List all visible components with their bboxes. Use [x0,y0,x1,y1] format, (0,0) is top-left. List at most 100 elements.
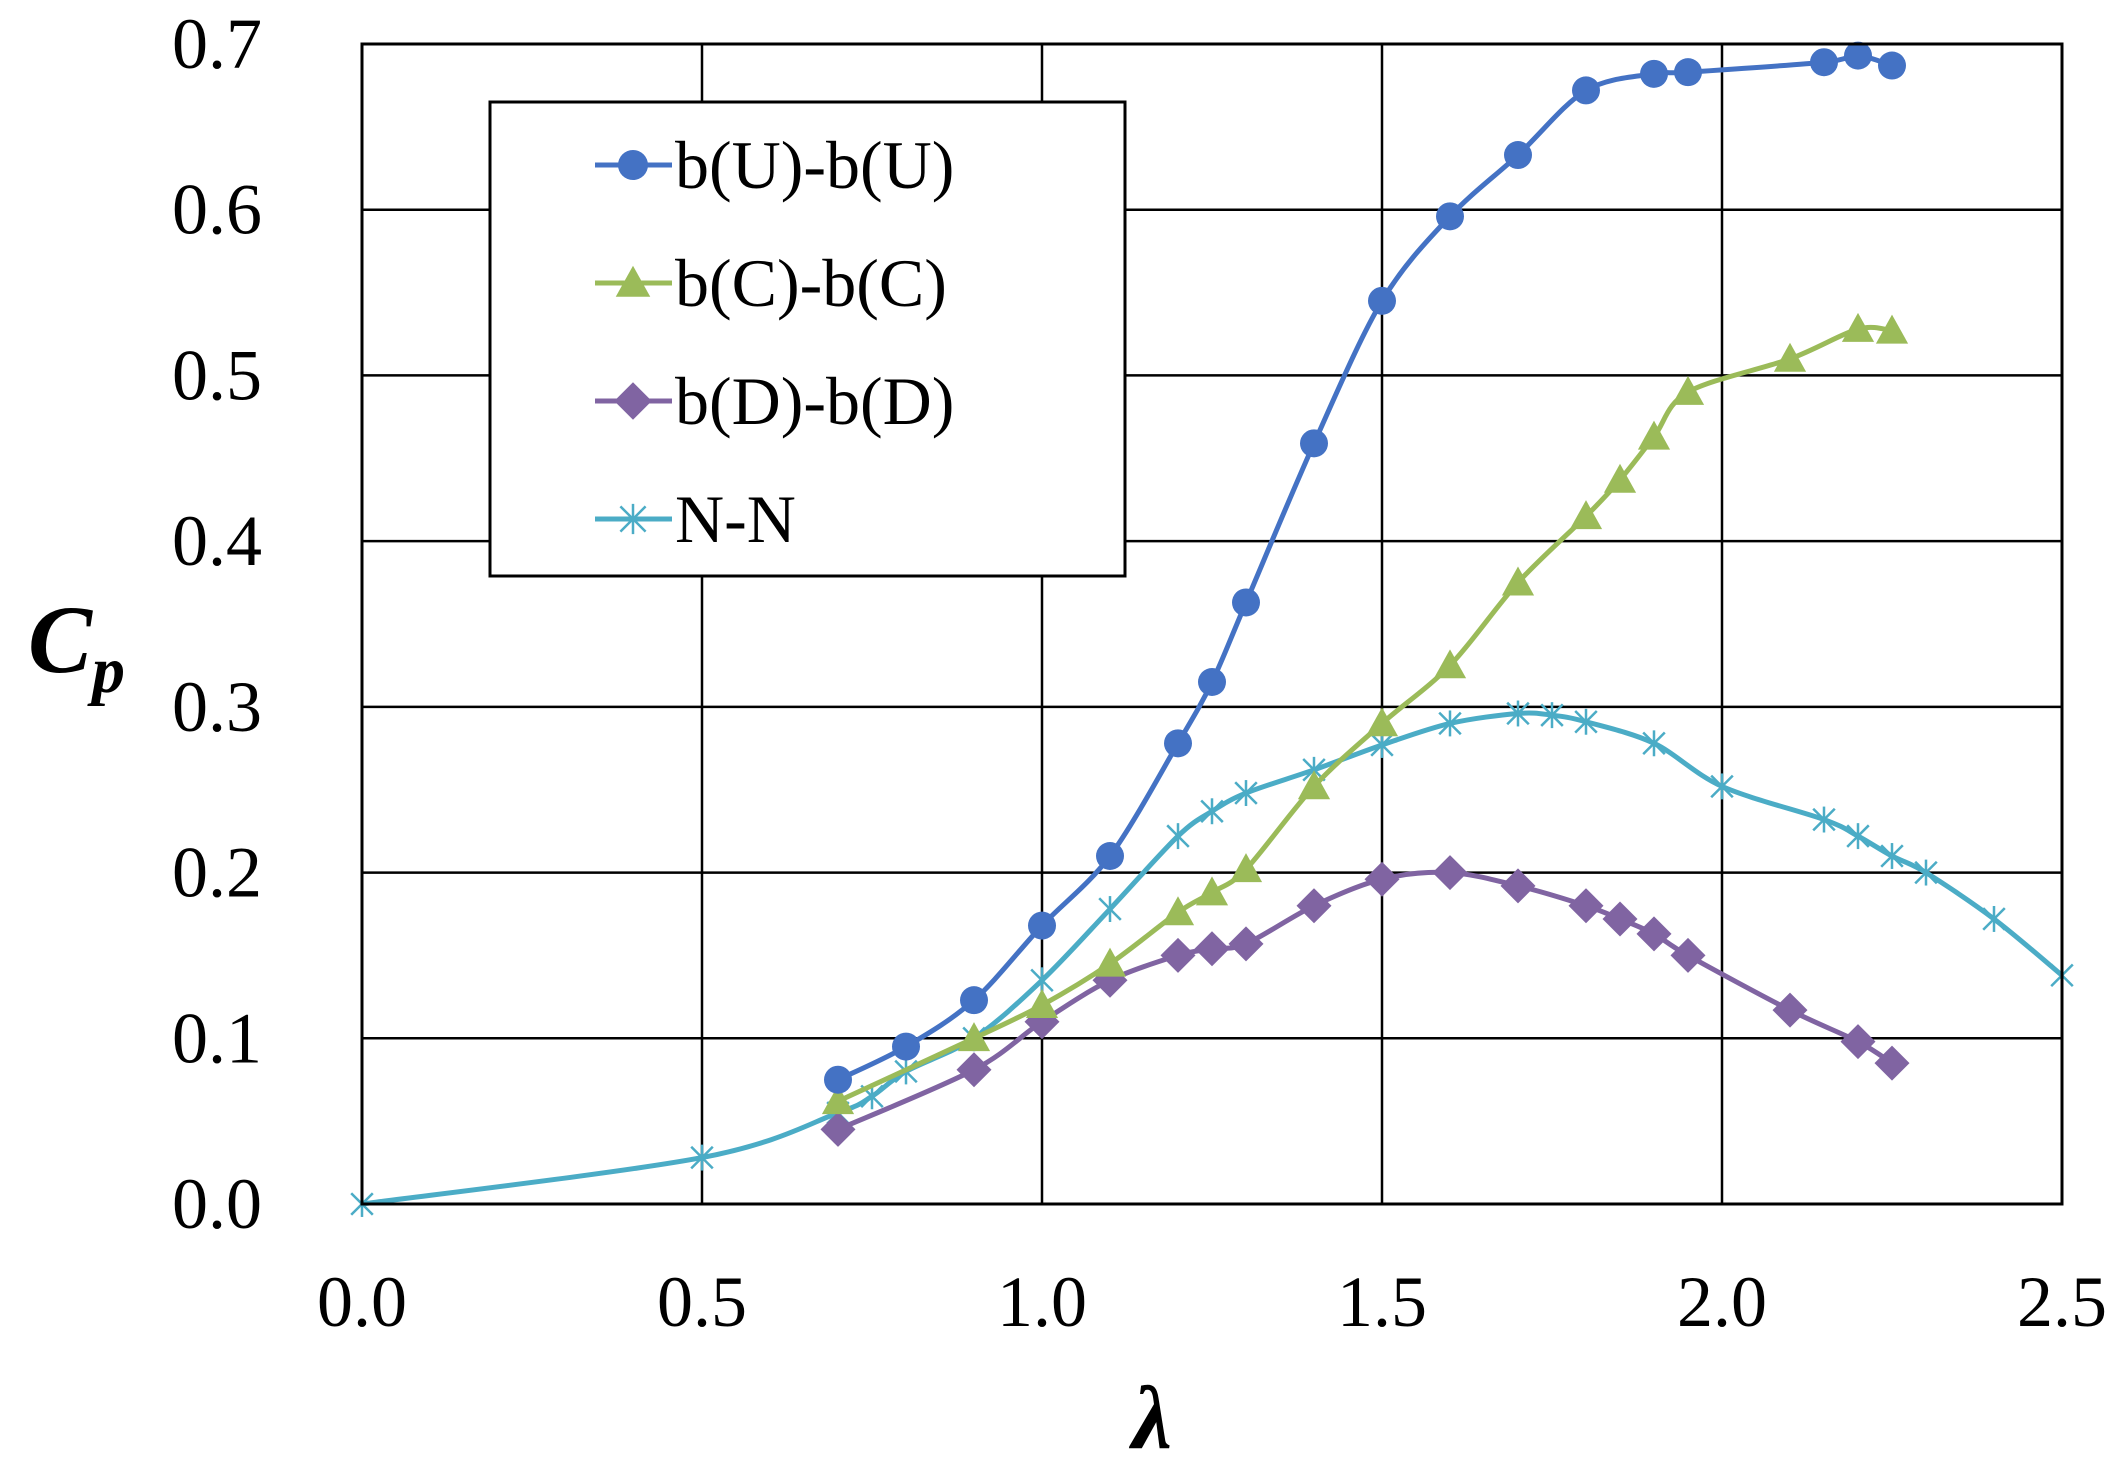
data-point-triangle [821,1085,855,1115]
series-line [836,869,1894,1132]
data-point-triangle [1841,312,1875,342]
data-point-asterisk [1574,708,1598,735]
series-b(C)-b(C) [821,312,1909,1115]
data-point-asterisk [1914,859,1938,886]
data-point-asterisk [1880,843,1904,869]
y-axis-label-main: C [28,586,93,693]
y-tick-label: 0.5 [172,335,262,415]
data-point-triangle [1501,566,1535,596]
x-tick-label: 0.0 [317,1262,407,1342]
data-point-circle [1674,58,1702,87]
data-point-circle [1878,51,1906,80]
data-point-diamond [1194,931,1230,967]
legend-box [488,100,1127,578]
y-tick-label: 0.2 [172,833,262,913]
x-tick-label: 2.5 [2017,1262,2107,1342]
data-point-triangle [1569,500,1603,530]
data-point-asterisk [1710,773,1734,800]
y-axis-label-sub: p [87,634,125,707]
legend: b(U)-b(U) b(C)-b(C) b(D)-b(D) N-N [488,100,1127,578]
y-tick-label: 0.0 [172,1164,262,1244]
legend-label: b(D)-b(D) [675,363,954,439]
y-tick-label: 0.6 [172,170,262,250]
x-tick-label: 1.5 [1337,1262,1427,1342]
legend-label: b(U)-b(U) [675,127,954,203]
data-point-diamond [1670,937,1706,973]
data-point-asterisk [1540,702,1564,729]
data-point-circle [1096,842,1124,870]
y-axis-label: Cp [28,586,125,707]
data-point-triangle [1637,420,1671,450]
data-point-diamond [820,1111,856,1147]
data-point-triangle [957,1022,991,1052]
data-point-triangle [1025,989,1059,1019]
data-point-asterisk [1030,967,1054,994]
data-point-asterisk [1098,896,1122,922]
data-point-triangle [1229,853,1263,883]
data-point-diamond [614,382,652,420]
data-point-diamond [1840,1024,1876,1060]
data-point-circle [1232,588,1260,617]
data-point-diamond [1772,992,1808,1028]
series-b(U)-b(U) [824,41,1906,1094]
data-point-triangle [1671,375,1705,405]
data-point-triangle [615,265,651,297]
data-point-circle [1844,41,1872,70]
data-point-circle [1164,729,1192,758]
data-point-diamond [1160,937,1196,973]
y-tick-label: 0.4 [172,501,262,581]
data-point-diamond [956,1052,992,1088]
data-point-circle [824,1065,852,1094]
data-point-asterisk [1812,806,1836,833]
data-point-triangle [1603,463,1637,493]
data-point-circle [1504,141,1532,170]
legend-item: b(U)-b(U) [595,127,954,203]
data-point-asterisk [1642,730,1666,757]
x-axis-label: λ [1128,1369,1172,1460]
data-point-circle [618,150,648,180]
data-point-asterisk [1438,710,1462,737]
data-point-asterisk [690,1144,714,1171]
data-point-triangle [1875,314,1909,344]
data-point-diamond [1636,916,1672,952]
plot-frame [360,42,2064,1206]
data-point-asterisk [1166,823,1190,850]
data-point-circle [1198,668,1226,696]
data-point-asterisk [1234,780,1258,806]
data-point-diamond [1568,888,1604,924]
data-point-triangle [1093,947,1127,977]
data-point-diamond [1874,1045,1910,1081]
data-point-triangle [1433,649,1467,679]
data-point-diamond [1364,861,1400,897]
tick-labels: 0.0 0.1 0.2 0.3 0.4 0.5 0.6 0.7 0.0 0.5 1.0 1.5 2.0 2… [172,4,2107,1342]
data-point-asterisk [1506,700,1530,727]
data-point-triangle [1365,707,1399,737]
legend-item: N-N [595,481,796,557]
data-point-circle [1028,911,1056,940]
data-point-triangle [1161,896,1195,926]
data-point-triangle [1773,342,1807,372]
data-point-circle [960,986,988,1015]
x-tick-label: 0.5 [657,1262,747,1342]
data-point-diamond [1228,926,1264,962]
data-point-diamond [1500,868,1536,904]
data-point-circle [1640,59,1668,88]
data-point-triangle [1195,876,1229,906]
x-tick-label: 1.0 [997,1262,1087,1342]
data-point-asterisk [1200,798,1224,825]
legend-label: b(C)-b(C) [675,245,947,321]
data-point-diamond [1432,855,1468,891]
series-layer [350,41,2074,1217]
legend-label: N-N [675,481,796,557]
data-point-asterisk [1370,732,1394,758]
data-point-asterisk [1982,906,2006,932]
legend-item: b(C)-b(C) [595,245,947,321]
data-point-circle [892,1032,920,1061]
y-tick-label: 0.1 [172,998,262,1078]
data-point-circle [1572,76,1600,105]
data-point-asterisk [619,503,647,535]
data-point-circle [1368,286,1396,315]
x-tick-label: 2.0 [1677,1262,1767,1342]
data-point-diamond [1296,888,1332,924]
